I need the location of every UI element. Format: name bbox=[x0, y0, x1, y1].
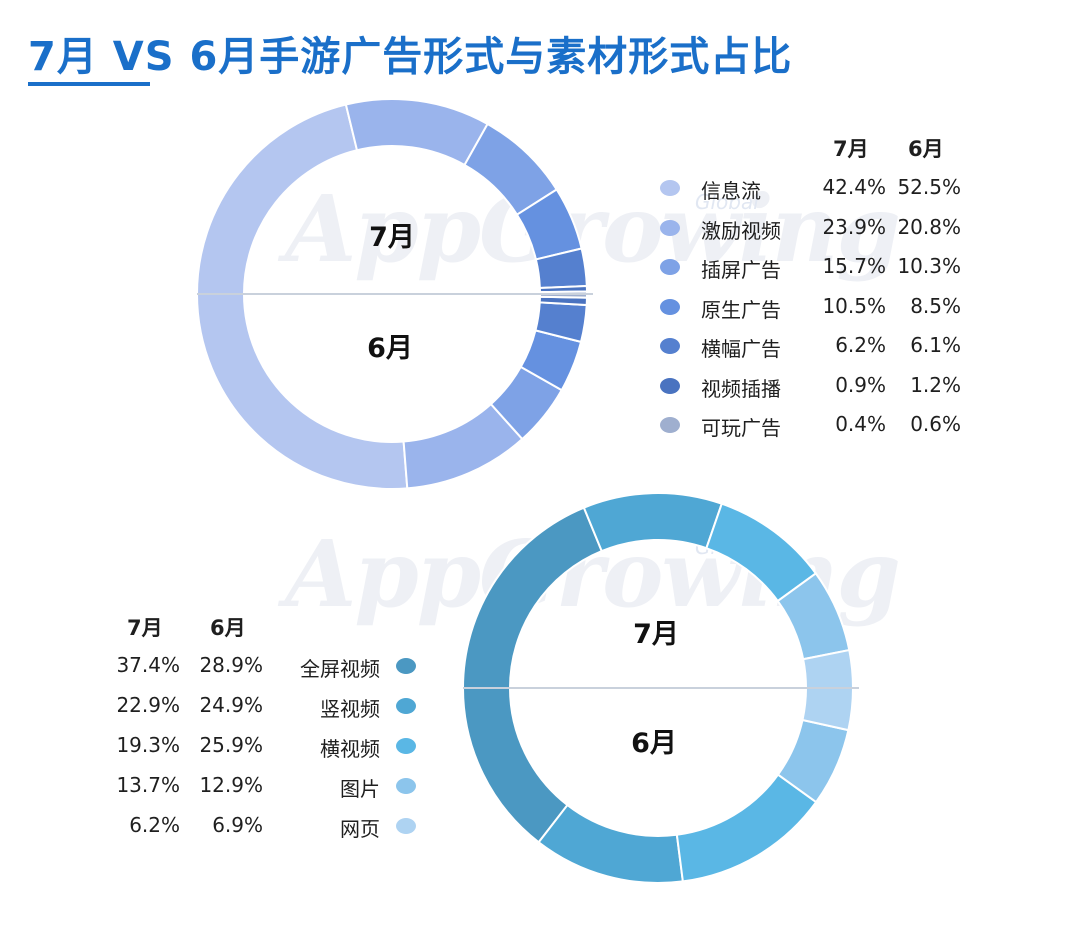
legend-2-header-jul: 7月 bbox=[127, 616, 163, 640]
legend-2-jul-0: 37.4% bbox=[116, 653, 180, 677]
legend-1-jun-1: 20.8% bbox=[897, 214, 961, 239]
legend-1-swatch-0 bbox=[660, 180, 680, 196]
legend-1-jul-4: 6.2% bbox=[835, 333, 886, 357]
legend-1-jul-2: 15.7% bbox=[822, 254, 886, 278]
legend-1-name-5: 视频插播 bbox=[701, 376, 781, 401]
legend-1-jun-5: 1.2% bbox=[910, 372, 961, 397]
title-underline bbox=[28, 82, 150, 86]
legend-1-swatch-6 bbox=[660, 417, 680, 433]
legend-1-jun-0: 52.5% bbox=[897, 175, 961, 199]
legend-2-swatch-0 bbox=[396, 658, 416, 674]
donut-1-bottom-slice-3 bbox=[519, 329, 583, 392]
legend-2-swatch-1 bbox=[396, 698, 416, 714]
legend-1-header-jun: 6月 bbox=[908, 137, 944, 161]
legend-1-swatch-1 bbox=[660, 219, 680, 236]
donut-2-top-slice-1 bbox=[582, 492, 724, 553]
legend-2-jul-2: 19.3% bbox=[116, 733, 180, 757]
donut-1-label-bottom: 6月 bbox=[367, 333, 413, 364]
page-title: 7月 VS 6月手游广告形式与素材形式占比 bbox=[28, 34, 793, 80]
legend-1-swatch-2 bbox=[660, 259, 680, 275]
legend-2-name-2: 横视频 bbox=[320, 737, 380, 761]
legend-2-swatch-4 bbox=[396, 818, 416, 834]
legend-1-jul-1: 23.9% bbox=[822, 214, 886, 239]
legend-2-jul-1: 22.9% bbox=[116, 693, 180, 717]
legend-2-swatch-3 bbox=[396, 778, 416, 794]
legend-1-swatch-5 bbox=[660, 377, 680, 394]
donut-2-label-top: 7月 bbox=[633, 619, 679, 650]
legend-1-name-6: 可玩广告 bbox=[701, 416, 781, 440]
donut-2-bottom-slice-0 bbox=[461, 687, 569, 844]
legend-1-name-3: 原生广告 bbox=[701, 297, 781, 322]
donut-2-bottom-slice-4 bbox=[801, 687, 855, 732]
legend-1-jul-6: 0.4% bbox=[835, 412, 886, 436]
legend-2-jun-4: 6.9% bbox=[212, 813, 263, 837]
legend-1-jul-3: 10.5% bbox=[822, 293, 886, 318]
legend-1-jun-4: 6.1% bbox=[910, 333, 961, 357]
legend-2-jul-3: 13.7% bbox=[116, 773, 180, 797]
legend-1-jun-6: 0.6% bbox=[910, 412, 961, 436]
legend-2-jul-4: 6.2% bbox=[129, 813, 180, 837]
legend-1-jul-0: 42.4% bbox=[822, 175, 886, 199]
donut-1-bottom-slice-2 bbox=[489, 365, 564, 441]
donut-2-top-slice-0 bbox=[461, 506, 604, 689]
legend-2-header-jun: 6月 bbox=[210, 616, 246, 640]
legend-2-jun-1: 24.9% bbox=[199, 693, 263, 717]
donut-2-bottom-slice-3 bbox=[776, 718, 850, 804]
donut-1-label-top: 7月 bbox=[369, 222, 415, 253]
legend-1-jul-5: 0.9% bbox=[835, 372, 886, 397]
legend-1-swatch-3 bbox=[660, 298, 680, 315]
legend-1-name-1: 激励视频 bbox=[701, 218, 781, 243]
legend-2-jun-3: 12.9% bbox=[199, 773, 263, 797]
legend-1-name-4: 横幅广告 bbox=[701, 337, 781, 361]
legend-2-swatch-2 bbox=[396, 738, 416, 754]
legend-1-header-jul: 7月 bbox=[833, 137, 869, 161]
legend-1-name-2: 插屏广告 bbox=[701, 258, 781, 282]
legend-2-name-0: 全屏视频 bbox=[300, 657, 380, 681]
legend-2-name-3: 图片 bbox=[340, 777, 380, 801]
donut-2-bottom-slice-2 bbox=[675, 773, 818, 883]
legend-1-jun-2: 10.3% bbox=[897, 254, 961, 278]
legend-2-name-1: 竖视频 bbox=[320, 697, 380, 721]
legend-1-name-0: 信息流 bbox=[701, 179, 761, 203]
legend-2-jun-2: 25.9% bbox=[199, 733, 263, 757]
legend-2-jun-0: 28.9% bbox=[199, 653, 263, 677]
donut-1-bottom-slice-1 bbox=[402, 402, 524, 490]
legend-1-swatch-4 bbox=[660, 338, 680, 354]
legend-2-name-4: 网页 bbox=[340, 817, 380, 841]
donut-2-bottom-slice-1 bbox=[537, 803, 684, 884]
legend-1-jun-3: 8.5% bbox=[910, 293, 961, 318]
donut-2-label-bottom: 6月 bbox=[631, 728, 677, 759]
donut-1-bottom-slice-4 bbox=[534, 301, 588, 344]
